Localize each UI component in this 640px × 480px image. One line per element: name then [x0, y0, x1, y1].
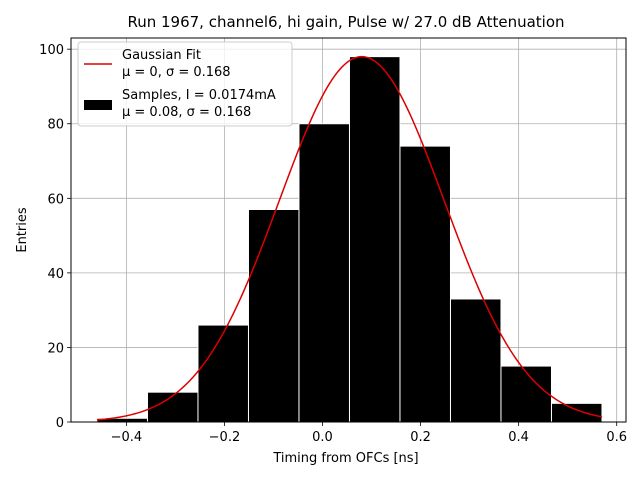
- y-tick-label-5: 100: [39, 43, 64, 58]
- chart-title: Run 1967, channel6, hi gain, Pulse w/ 27…: [127, 13, 564, 31]
- x-axis-ticks: −0.4 −0.2 0.0 0.2 0.4 0.6: [111, 422, 627, 445]
- legend-histogram-stats: μ = 0.08, σ = 0.168: [122, 105, 251, 120]
- x-tick-label-4: 0.4: [508, 430, 529, 445]
- y-tick-label-0: 0: [56, 416, 64, 431]
- y-tick-label-1: 20: [47, 341, 64, 356]
- y-tick-label-3: 60: [47, 192, 64, 207]
- histogram-bar-8: [500, 365, 552, 423]
- x-tick-label-3: 0.2: [410, 430, 431, 445]
- x-tick-label-5: 0.6: [606, 430, 627, 445]
- legend-box: [77, 41, 293, 127]
- legend-fit-name: Gaussian Fit: [122, 48, 201, 63]
- x-tick-label-1: −0.2: [209, 430, 241, 445]
- fit-curve-layer: [96, 55, 603, 421]
- legend-histogram-name: Samples, I = 0.0174mA: [122, 88, 276, 103]
- histogram-bar-5: [348, 56, 401, 423]
- x-tick-label-0: −0.4: [111, 430, 143, 445]
- gaussian-fit-curve: [96, 55, 603, 421]
- histogram-bar-3: [247, 208, 300, 423]
- y-tick-label-2: 40: [47, 267, 64, 282]
- histogram-bar-2: [197, 324, 249, 423]
- legend-histogram-swatch: [84, 100, 112, 110]
- legend-fit-stats: μ = 0, σ = 0.168: [122, 65, 231, 80]
- legend: Gaussian Fit μ = 0, σ = 0.168 Samples, I…: [77, 41, 293, 127]
- y-axis-label: Entries: [15, 207, 30, 253]
- x-axis-label: Timing from OFCs [ns]: [272, 451, 418, 466]
- histogram-bar-4: [298, 123, 350, 423]
- y-tick-label-4: 80: [47, 118, 64, 133]
- histogram-bar-9: [550, 402, 603, 423]
- plot-frame: [70, 37, 627, 423]
- histogram-bar-6: [399, 145, 451, 423]
- y-axis-ticks: 0 20 40 60 80 100: [39, 43, 71, 431]
- histogram-bar-7: [449, 298, 502, 423]
- x-tick-label-2: 0.0: [312, 430, 333, 445]
